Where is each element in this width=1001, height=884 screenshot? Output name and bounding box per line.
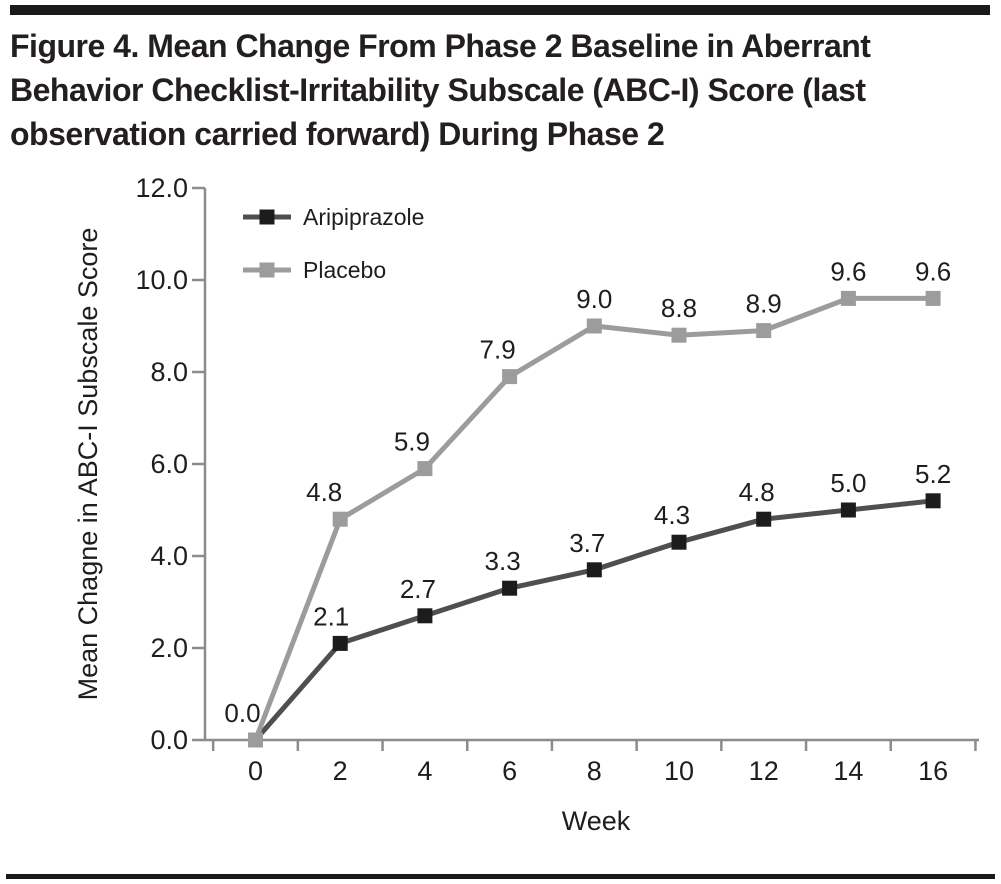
- x-tick-label: 0: [248, 756, 263, 786]
- data-label-aripiprazole: 3.7: [569, 528, 605, 558]
- y-tick-label: 2.0: [150, 633, 188, 663]
- data-label-aripiprazole: 4.3: [654, 500, 690, 530]
- data-label-aripiprazole: 5.2: [915, 459, 951, 489]
- data-label-aripiprazole: 5.0: [830, 468, 866, 498]
- legend-label-aripiprazole: Aripiprazole: [303, 204, 424, 230]
- y-tick-label: 0.0: [150, 725, 188, 755]
- data-point-marker-aripiprazole: [671, 534, 687, 550]
- legend-marker-swatch: [259, 209, 275, 225]
- top-rule: [10, 5, 990, 15]
- y-tick-label: 6.0: [150, 449, 188, 479]
- x-axis-title: Week: [562, 806, 631, 836]
- data-point-marker-aripiprazole: [756, 511, 772, 527]
- chart-dynamic: 0.0 2.0 4.0 6.0 8.0 10.0 12.0 0 2 4 6 8 10 12 14 16 2.1 2…: [135, 173, 979, 786]
- data-point-marker-aripiprazole: [332, 635, 348, 651]
- y-tick-label: 4.0: [150, 541, 188, 571]
- data-point-marker-placebo: [502, 369, 518, 385]
- x-tick-label: 12: [749, 756, 779, 786]
- data-point-marker-placebo: [332, 511, 348, 527]
- data-point-marker-aripiprazole: [925, 493, 941, 509]
- x-tick-label: 4: [417, 756, 432, 786]
- data-point-marker-aripiprazole: [502, 580, 518, 596]
- legend-label-placebo: Placebo: [303, 257, 386, 283]
- data-label-placebo: 9.6: [830, 256, 866, 286]
- x-tick-label: 14: [833, 756, 863, 786]
- x-tick-label: 6: [502, 756, 517, 786]
- data-label-placebo: 9.6: [915, 256, 951, 286]
- data-label-aripiprazole: 4.8: [739, 477, 775, 507]
- data-point-marker-placebo: [671, 327, 687, 343]
- data-point-marker-aripiprazole: [840, 502, 856, 518]
- y-tick-label: 8.0: [150, 357, 188, 387]
- data-point-marker-placebo: [248, 732, 263, 748]
- figure-title-line-3: observation carried forward) During Phas…: [10, 116, 664, 152]
- x-tick-label: 10: [664, 756, 694, 786]
- data-point-marker-placebo: [756, 323, 772, 339]
- data-label-placebo: 8.9: [746, 289, 782, 319]
- series-line-placebo: [253, 295, 934, 741]
- data-point-marker-placebo: [586, 318, 602, 334]
- data-label-placebo: 7.9: [480, 335, 516, 365]
- data-point-marker-aripiprazole: [586, 562, 602, 578]
- data-point-marker-placebo: [840, 290, 856, 306]
- figure-title-line-2: Behavior Checklist-Irritability Subscale…: [10, 72, 866, 108]
- x-tick-label: 2: [333, 756, 348, 786]
- data-label-placebo: 0.0: [224, 698, 260, 728]
- x-tick-label: 8: [587, 756, 602, 786]
- data-label-placebo: 9.0: [576, 284, 612, 314]
- data-point-marker-aripiprazole: [417, 608, 433, 624]
- y-tick-label: 10.0: [135, 265, 188, 295]
- legend-marker-swatch: [259, 262, 275, 278]
- bottom-rule: [6, 874, 995, 879]
- data-point-marker-placebo: [925, 290, 941, 306]
- data-label-placebo: 4.8: [306, 477, 342, 507]
- data-point-marker-placebo: [417, 461, 433, 477]
- x-tick-label: 16: [918, 756, 948, 786]
- data-label-placebo: 5.9: [394, 427, 430, 457]
- figure-title-line-1: Figure 4. Mean Change From Phase 2 Basel…: [10, 28, 871, 64]
- y-tick-label: 12.0: [135, 173, 188, 203]
- data-label-aripiprazole: 3.3: [485, 546, 521, 576]
- y-axis-title: Mean Chagne in ABC-I Subscale Score: [73, 228, 103, 701]
- data-label-placebo: 8.8: [661, 293, 697, 323]
- data-label-aripiprazole: 2.7: [400, 574, 436, 604]
- data-label-aripiprazole: 2.1: [313, 601, 349, 631]
